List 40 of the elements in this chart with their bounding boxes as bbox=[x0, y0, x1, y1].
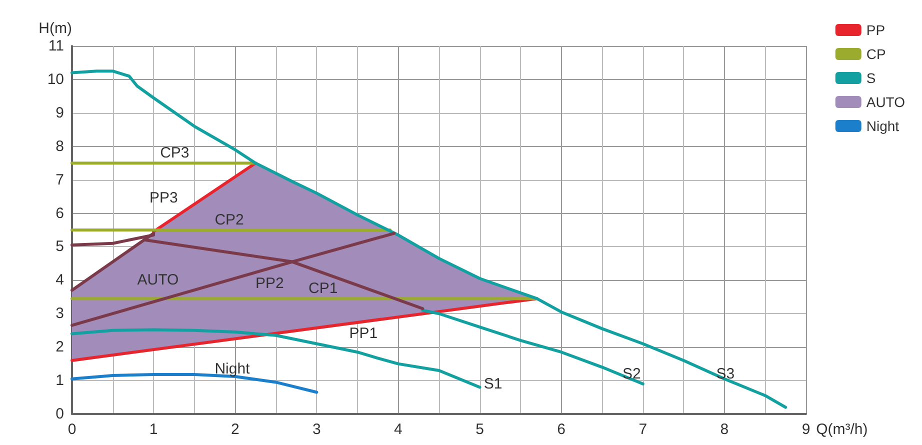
x-tick-label: 7 bbox=[638, 421, 648, 438]
annotation: CP3 bbox=[160, 144, 190, 162]
x-axis-title: Q(m³/h) bbox=[816, 421, 868, 438]
y-axis-title: H(m) bbox=[38, 20, 72, 37]
annotation: PP3 bbox=[149, 190, 178, 207]
y-tick-label: 9 bbox=[56, 104, 64, 122]
y-tick-label: 3 bbox=[56, 305, 64, 322]
x-tick-label: 1 bbox=[149, 421, 158, 438]
y-tick-label: 6 bbox=[56, 204, 64, 222]
x-tick-label: 3 bbox=[312, 421, 321, 438]
y-tick-label: 7 bbox=[56, 171, 64, 188]
annotation: PP2 bbox=[256, 275, 284, 292]
annotation: CP2 bbox=[214, 211, 244, 228]
y-tick-label: 10 bbox=[47, 70, 64, 88]
x-tick-label: 4 bbox=[394, 421, 402, 438]
annotation: PP1 bbox=[349, 325, 378, 342]
y-tick-label: 0 bbox=[56, 406, 64, 422]
y-tick-label: 2 bbox=[56, 338, 64, 356]
x-tick-label: 6 bbox=[557, 421, 566, 438]
legend-label: PP bbox=[866, 22, 886, 38]
x-tick-label: 5 bbox=[476, 421, 484, 438]
legend-label: CP bbox=[866, 46, 886, 62]
legend-label: Night bbox=[866, 118, 900, 134]
y-tick-label: 8 bbox=[56, 138, 64, 155]
annotation: S3 bbox=[716, 365, 735, 382]
x-tick-label: 0 bbox=[68, 421, 76, 438]
x-tick-label: 2 bbox=[230, 421, 240, 438]
legend-label: AUTO bbox=[866, 94, 906, 110]
annotation: Night bbox=[214, 360, 251, 378]
x-tick-label: 9 bbox=[802, 421, 810, 438]
legend-label: S bbox=[866, 70, 876, 86]
y-tick-label: 11 bbox=[48, 38, 64, 54]
annotation: AUTO bbox=[137, 272, 179, 289]
y-tick-label: 5 bbox=[56, 238, 64, 256]
annotation: S1 bbox=[484, 375, 502, 392]
annotation: CP1 bbox=[308, 280, 338, 298]
x-tick-label: 8 bbox=[720, 421, 729, 438]
annotation: S2 bbox=[622, 365, 641, 382]
y-tick-label: 4 bbox=[56, 272, 64, 289]
y-tick-label: 1 bbox=[56, 372, 64, 390]
